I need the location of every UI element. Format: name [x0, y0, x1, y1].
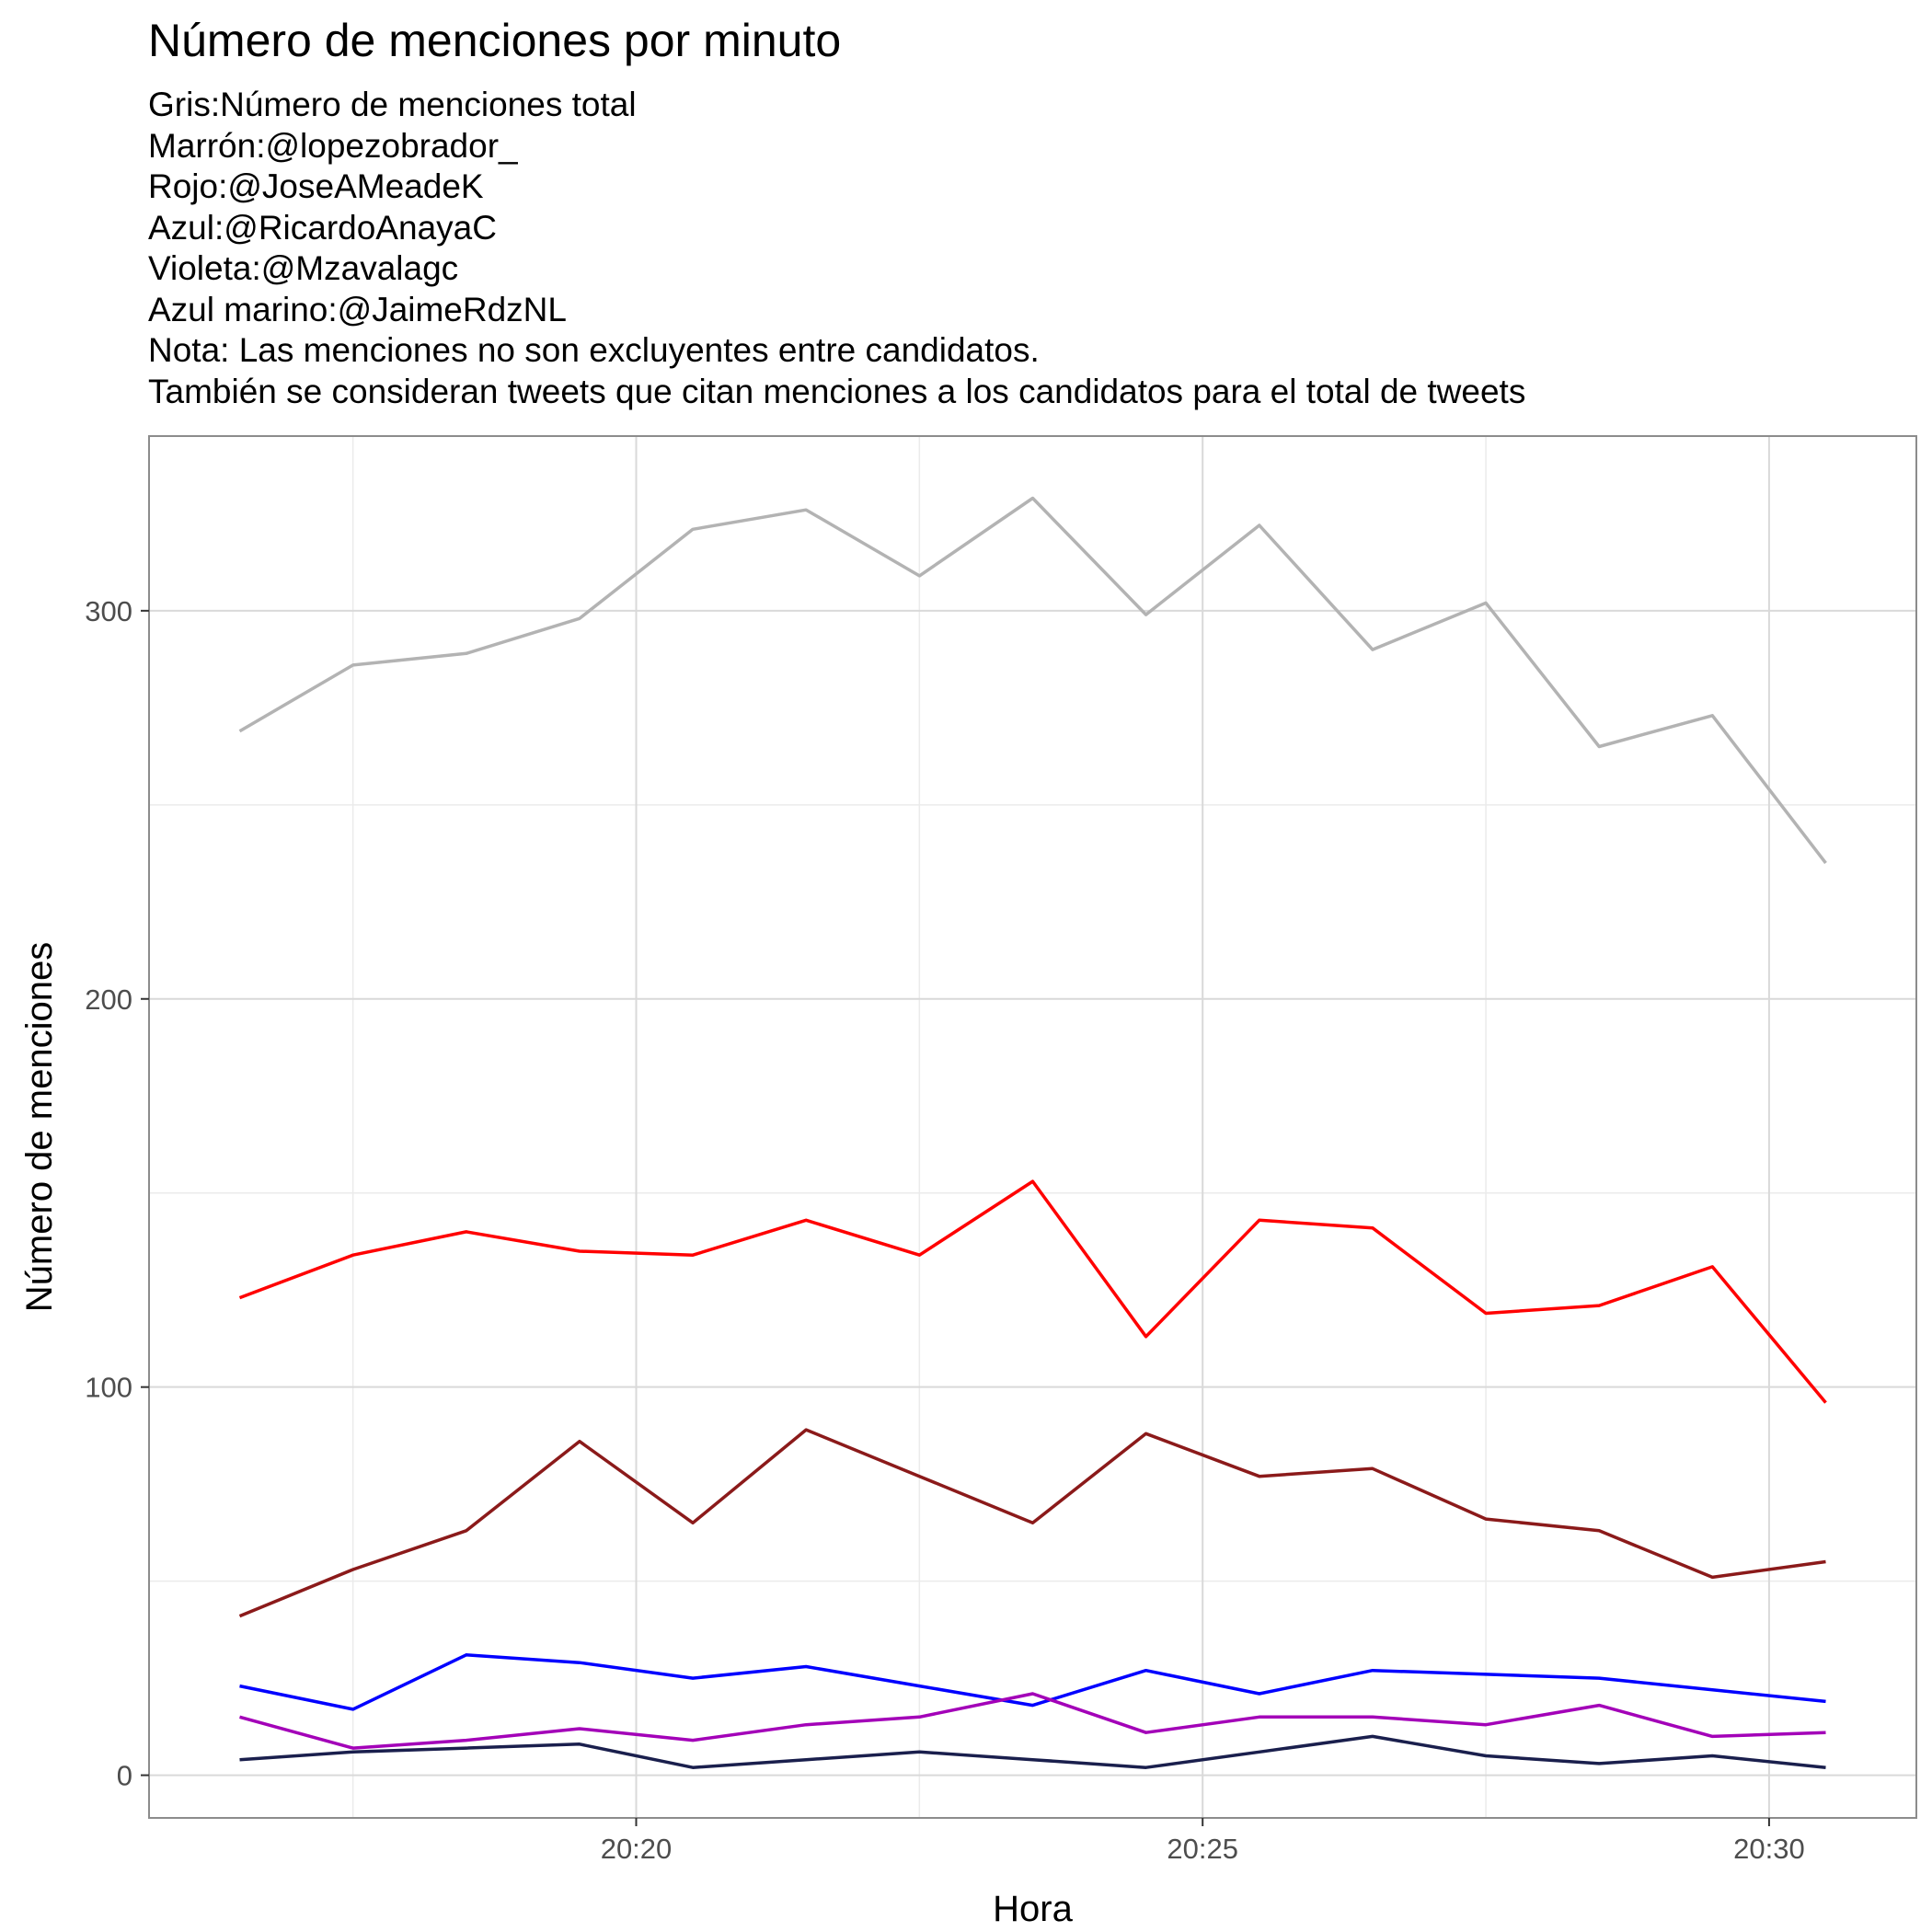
major-gridlines [149, 436, 1916, 1818]
x-axis: 20:20 20:25 20:30 [601, 1818, 1805, 1865]
subtitle-line: Rojo:@JoseAMeadeK [148, 167, 484, 205]
series-line [239, 1734, 1826, 1769]
series-line [239, 1692, 1826, 1750]
subtitle-line: También se consideran tweets que citan m… [148, 372, 1526, 410]
x-tick-label: 20:30 [1733, 1833, 1805, 1865]
chart-subtitle: Gris:Número de menciones total Marrón:@l… [148, 85, 1525, 412]
series-line [239, 1653, 1826, 1711]
series-lines [238, 496, 1827, 1769]
subtitle-line: Gris:Número de menciones total [148, 86, 637, 123]
subtitle-line: Azul marino:@JaimeRdzNL [148, 290, 567, 328]
series-line [238, 496, 1827, 865]
series-line [238, 1428, 1826, 1618]
y-tick-label: 100 [85, 1372, 132, 1404]
y-tick-label: 300 [85, 595, 132, 627]
panel-border [148, 435, 1917, 1819]
minor-gridlines [149, 436, 1916, 1818]
y-tick-label: 0 [117, 1760, 132, 1792]
chart-title: Número de menciones por minuto [148, 15, 842, 66]
series-line [238, 1179, 1827, 1404]
x-tick-label: 20:20 [601, 1833, 673, 1865]
subtitle-line: Nota: Las menciones no son excluyentes e… [148, 331, 1040, 369]
y-axis: 0 100 200 300 [85, 595, 149, 1792]
subtitle-line: Azul:@RicardoAnayaC [148, 208, 497, 247]
y-tick-label: 200 [85, 983, 132, 1016]
x-axis-title: Hora [993, 1889, 1073, 1929]
y-axis-title: Número de menciones [19, 942, 60, 1312]
subtitle-line: Marrón:@lopezobrador_ [148, 126, 518, 165]
x-tick-label: 20:25 [1167, 1833, 1238, 1865]
subtitle-line: Violeta:@Mzavalagc [148, 249, 459, 287]
